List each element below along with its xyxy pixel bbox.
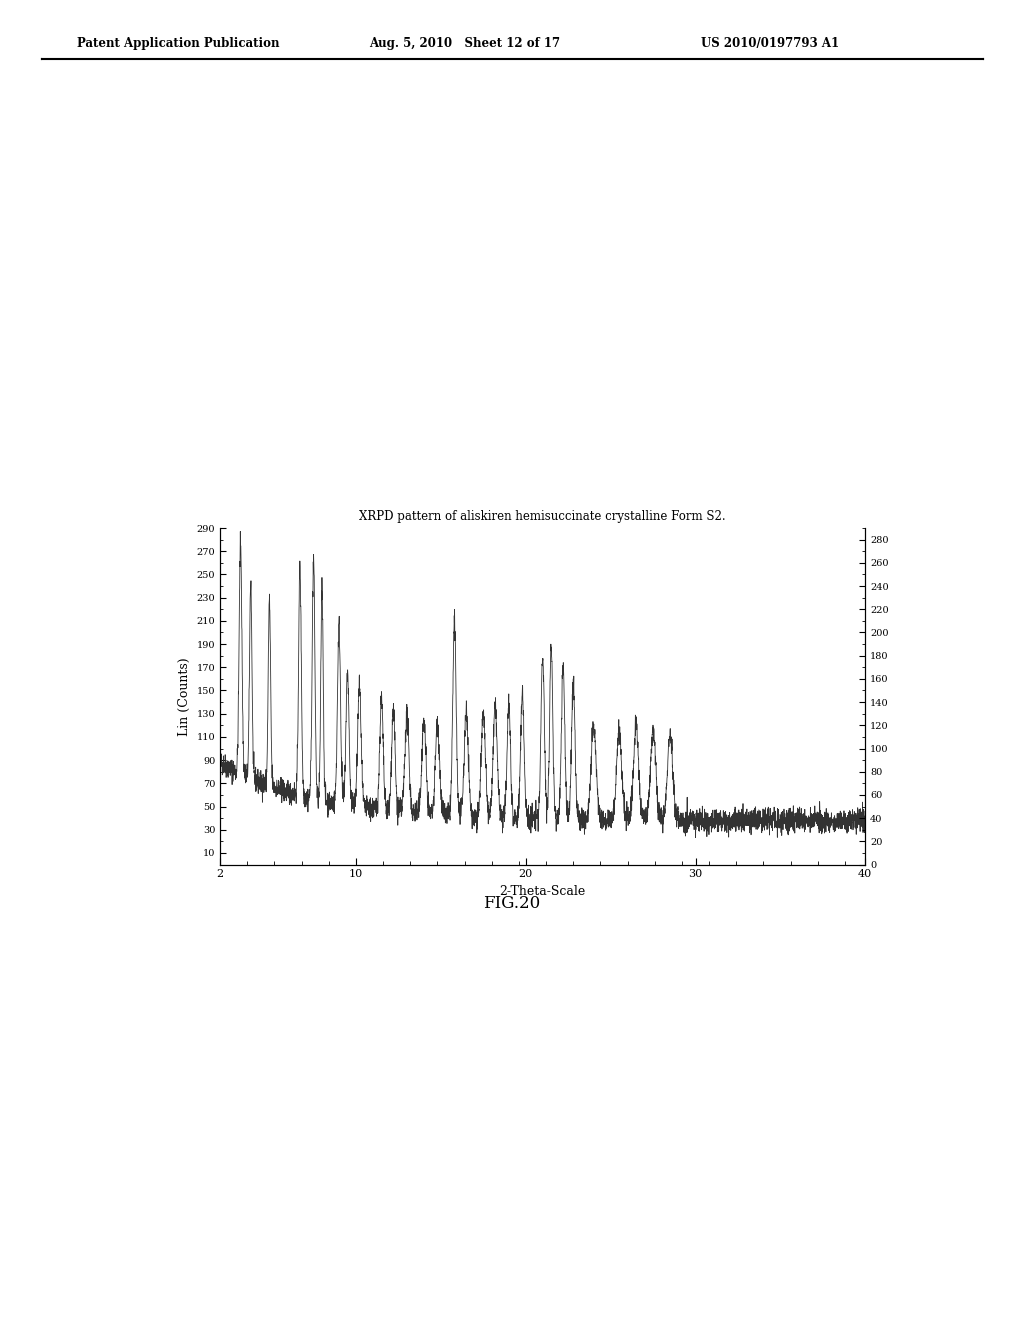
Title: XRPD pattern of aliskiren hemisuccinate crystalline Form S2.: XRPD pattern of aliskiren hemisuccinate … [359, 510, 726, 523]
Text: Aug. 5, 2010   Sheet 12 of 17: Aug. 5, 2010 Sheet 12 of 17 [369, 37, 560, 50]
Text: FIG.20: FIG.20 [483, 895, 541, 912]
Text: US 2010/0197793 A1: US 2010/0197793 A1 [701, 37, 840, 50]
Text: Patent Application Publication: Patent Application Publication [77, 37, 280, 50]
X-axis label: 2-Theta-Scale: 2-Theta-Scale [500, 884, 586, 898]
Y-axis label: Lin (Counts): Lin (Counts) [178, 657, 191, 735]
